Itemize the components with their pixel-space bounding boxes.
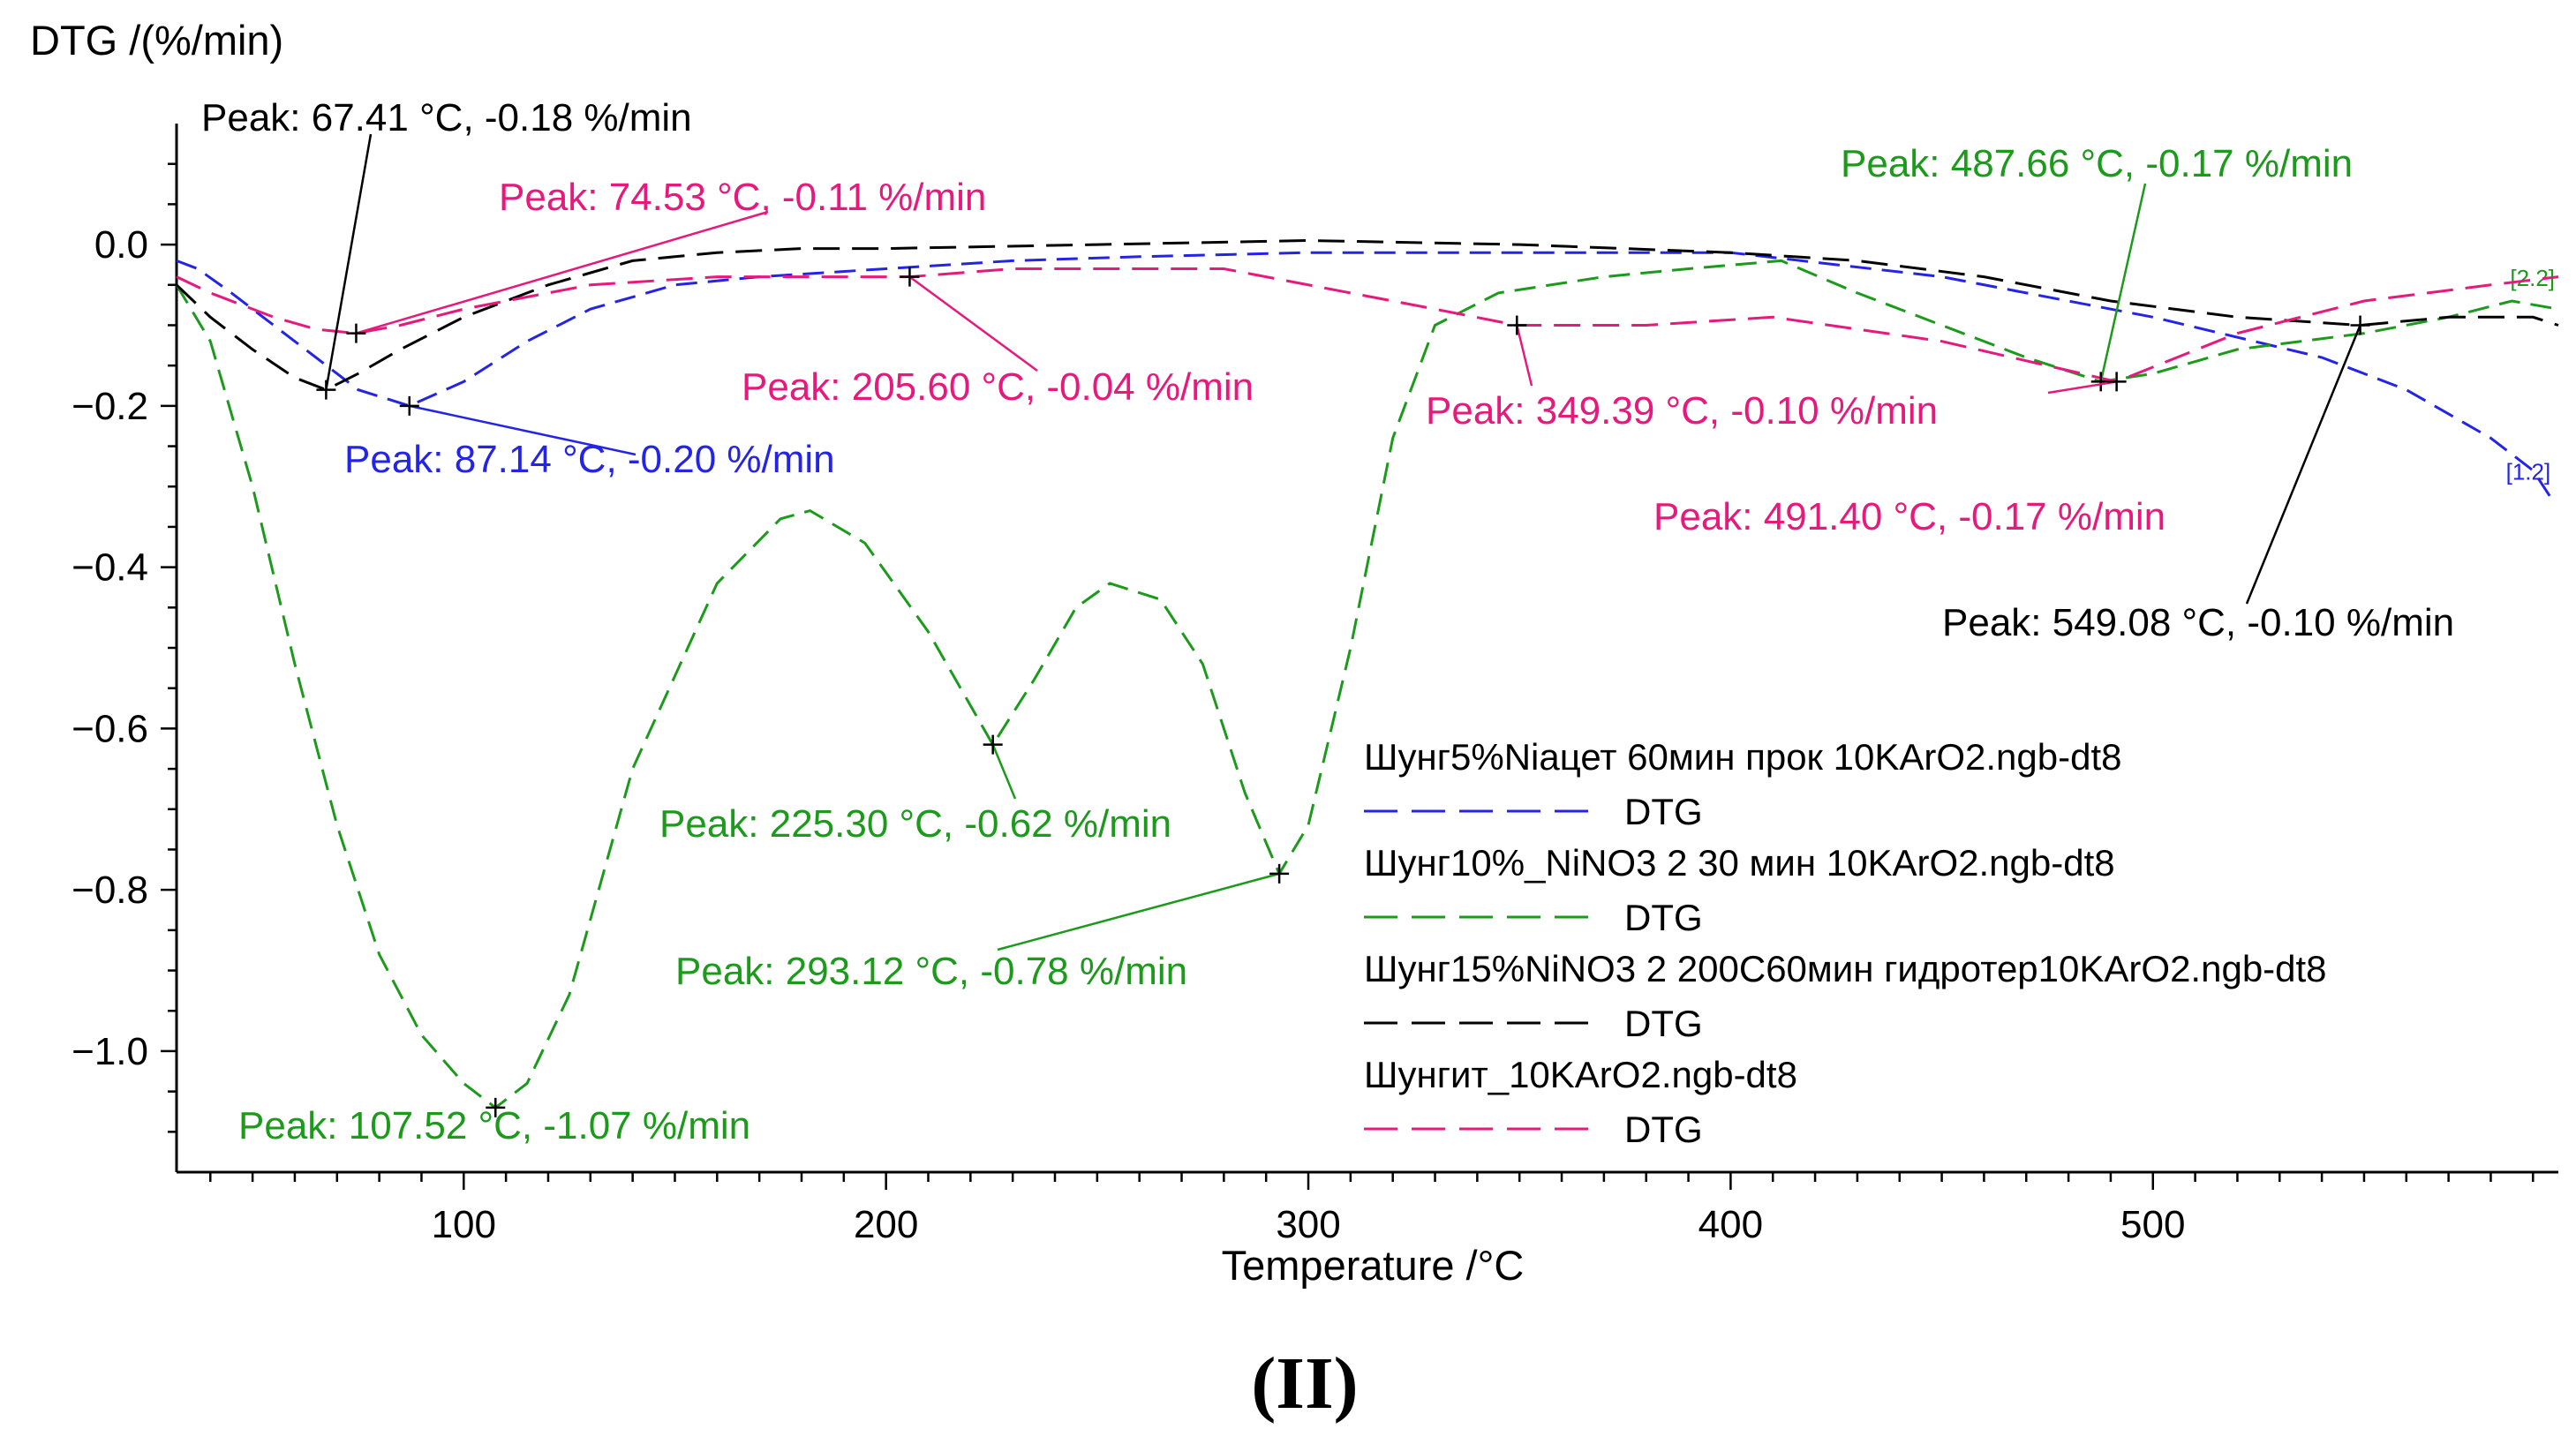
y-tick-label: −0.2 <box>72 385 148 428</box>
y-axis-title: DTG /(%/min) <box>30 17 283 64</box>
peak-annotation: Peak: 549.08 °C, -0.10 %/min <box>1942 601 2454 644</box>
peak-leader-line <box>2245 324 2361 605</box>
y-tick-label: −0.6 <box>72 707 148 750</box>
peak-annotation: Peak: 74.53 °C, -0.11 %/min <box>499 176 986 219</box>
peak-annotation: Peak: 487.66 °C, -0.17 %/min <box>1841 142 2353 185</box>
axes: 100 200 300 400 500 0.0 −0.2 −0.4 −0.6 −0.8 −1.0 <box>72 124 2558 1246</box>
series-line-3 <box>175 238 2559 392</box>
peak-leader-line <box>325 133 373 390</box>
x-tick-label: 100 <box>432 1203 496 1246</box>
peak-leader-line <box>1516 325 1533 387</box>
y-tick-label: −1.0 <box>72 1030 148 1073</box>
peak-leader-line <box>409 404 636 456</box>
peak-leader-line <box>356 210 769 335</box>
peak-annotation: Peak: 225.30 °C, -0.62 %/min <box>659 802 1171 846</box>
legend-series-name: Шунг10%_NiNO3 2 30 мин 10KArO2.ngb-dt8 <box>1364 842 2115 884</box>
peak-marker <box>399 395 419 416</box>
peak-marker <box>316 380 336 400</box>
peak-annotation: Peak: 205.60 °C, -0.04 %/min <box>742 365 1254 409</box>
peak-marker <box>983 734 1003 755</box>
annotation-layer: Peak: 67.41 °C, -0.18 %/min Peak: 74.53 °… <box>201 96 2454 1147</box>
peak-leader-line <box>908 275 1038 372</box>
peak-marker <box>1269 863 1290 884</box>
series-end-marker: [1.2] <box>2506 459 2551 485</box>
legend-series-name: Шунг15%NiNO3 2 200С60мин гидротер10KArO2… <box>1364 948 2327 989</box>
peak-marker <box>2106 372 2127 392</box>
peak-annotation: Peak: 107.52 °C, -1.07 %/min <box>238 1104 750 1147</box>
peak-annotation: Peak: 293.12 °C, -0.78 %/min <box>675 950 1187 993</box>
x-axis-title: Temperature /°C <box>1222 1242 1525 1289</box>
x-tick-label: 300 <box>1276 1203 1340 1246</box>
peak-annotation: Peak: 67.41 °C, -0.18 %/min <box>201 96 692 139</box>
legend-series-name: Шунгит_10KArO2.ngb-dt8 <box>1364 1054 1797 1095</box>
peak-leader-line <box>997 872 1280 951</box>
series-line-4 <box>176 267 2559 383</box>
peak-marker <box>1507 315 1527 335</box>
y-tick-label: −0.4 <box>72 546 148 590</box>
legend-series-sub: DTG <box>1624 1109 1703 1150</box>
legend-series-sub: DTG <box>1624 1003 1703 1044</box>
peak-leader-line <box>2047 380 2117 395</box>
legend-series-sub: DTG <box>1624 897 1703 938</box>
legend-series-sub: DTG <box>1624 791 1703 832</box>
peak-annotation: Peak: 87.14 °C, -0.20 %/min <box>344 438 835 481</box>
peak-annotation: Peak: 349.39 °C, -0.10 %/min <box>1426 389 1938 432</box>
peak-marker <box>486 1097 506 1117</box>
peak-marker <box>346 323 366 343</box>
peak-leader-line <box>2099 183 2147 382</box>
peak-annotation: Peak: 491.40 °C, -0.17 %/min <box>1653 495 2165 538</box>
y-tick-label: 0.0 <box>94 223 148 267</box>
series-line-1 <box>176 251 2556 504</box>
series-layer: [1.2][2.2] <box>175 238 2559 1109</box>
x-tick-label: 500 <box>2120 1203 2185 1246</box>
peak-leader-line <box>991 744 1017 800</box>
y-tick-label: −0.8 <box>72 869 148 912</box>
figure-caption: (II) <box>1251 1342 1358 1425</box>
legend: Шунг5%Niацет 60мин прок 10KArO2.ngb-dt8 D… <box>1364 736 2327 1150</box>
x-tick-label: 400 <box>1699 1203 1763 1246</box>
peak-marker <box>900 267 920 287</box>
peak-marker <box>2350 315 2370 335</box>
x-tick-label: 200 <box>854 1203 918 1246</box>
legend-series-name: Шунг5%Niацет 60мин прок 10KArO2.ngb-dt8 <box>1364 736 2121 778</box>
